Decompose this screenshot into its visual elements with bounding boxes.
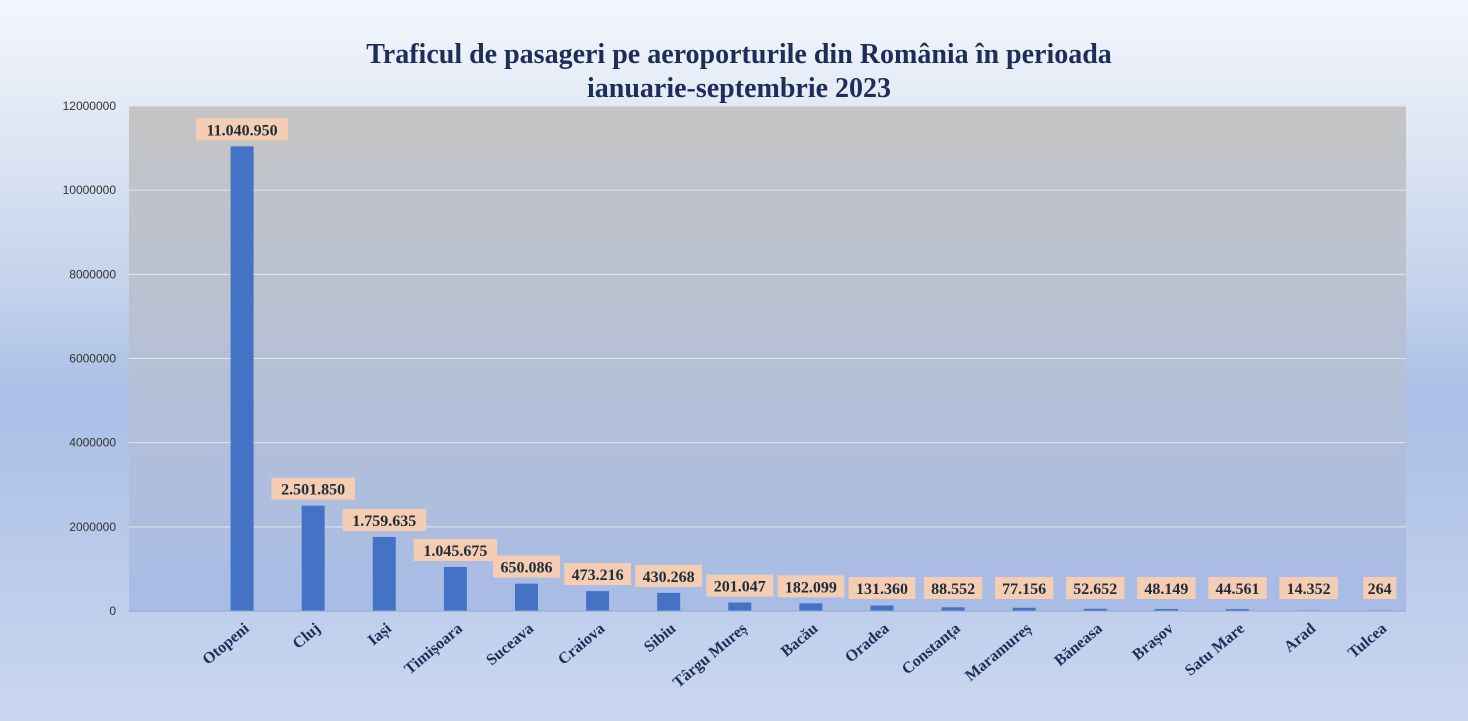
x-tick-label: Constanța (899, 620, 964, 679)
x-tick-label: Tulcea (1345, 620, 1390, 662)
data-label-bg (1137, 577, 1196, 599)
bar (1012, 607, 1036, 611)
x-tick-label: Craiova (555, 620, 608, 668)
x-tick-label: Brașov (1129, 620, 1177, 665)
data-label-bg (342, 508, 427, 531)
data-label-bg (1066, 577, 1125, 599)
data-label: 182.099 (777, 575, 845, 598)
bar (230, 146, 254, 611)
data-label-text: 52.652 (1073, 581, 1117, 598)
data-label-text: 48.149 (1144, 581, 1188, 598)
x-tick-label: Timișoara (401, 620, 466, 679)
bar (443, 566, 467, 611)
x-tick-label: Oradea (842, 620, 892, 666)
x-axis: Otopeni Cluj Iași Timișoara Suceava Craiova Si… (199, 620, 1390, 693)
data-label: 48.149 (1137, 577, 1196, 599)
y-tick-label: 0 (109, 604, 116, 618)
x-tick-label: Târgu Mureș (670, 620, 751, 692)
data-label-bg (706, 574, 774, 597)
data-label-text: 1.045.675 (423, 543, 487, 560)
gridlines (129, 105, 1406, 528)
x-tick-label: Suceava (483, 620, 537, 669)
data-label: 473.216 (564, 563, 631, 586)
bar (301, 505, 325, 611)
data-label-bg (777, 575, 845, 598)
data-label-text: 14.352 (1287, 581, 1331, 598)
data-label-bg (1208, 577, 1267, 599)
bar (1154, 608, 1178, 611)
data-label-bg (493, 555, 560, 578)
x-tick-label: Cluj (290, 620, 324, 652)
data-label-bg (923, 577, 983, 599)
data-label-text: 430.268 (643, 569, 695, 586)
data-label: 201.047 (706, 574, 774, 597)
data-label: 430.268 (635, 564, 703, 587)
data-label-text: 77.156 (1002, 581, 1046, 598)
data-label-text: 264 (1368, 581, 1392, 598)
data-label: 11.040.950 (196, 118, 289, 141)
data-label: 650.086 (493, 555, 560, 578)
x-tick-label: Maramureș (962, 620, 1035, 686)
y-tick-label: 6000000 (69, 352, 116, 366)
x-tick-label: Sibiu (641, 620, 679, 656)
data-label: 77.156 (994, 577, 1054, 599)
data-label-text: 1.759.635 (352, 513, 416, 530)
bar (799, 603, 823, 611)
data-label-text: 2.501.850 (281, 482, 345, 499)
x-tick-label: Iași (365, 620, 396, 650)
data-label: 1.759.635 (342, 508, 427, 531)
bar (941, 607, 965, 611)
chart-title-line-1: Traficul de pasageri pe aeroporturile di… (366, 39, 1112, 70)
data-label-bg (196, 118, 289, 141)
data-label-text: 182.099 (785, 579, 837, 596)
bar (728, 602, 752, 611)
data-label-text: 88.552 (931, 581, 975, 598)
data-label-text: 650.086 (500, 560, 552, 577)
data-label-bg (635, 564, 703, 587)
data-labels: 11.040.950 2.501.850 1.759.635 1.045.675 650… (196, 118, 1397, 599)
bar (1083, 608, 1107, 611)
bar (657, 592, 681, 611)
data-label-bg (1363, 577, 1397, 599)
chart-title-line-2: ianuarie-septembrie 2023 (587, 73, 891, 104)
x-tick-label: Satu Mare (1182, 620, 1248, 679)
data-label: 264 (1363, 577, 1397, 599)
data-label-text: 44.561 (1215, 581, 1259, 598)
data-label-bg (413, 538, 498, 561)
data-label: 44.561 (1208, 577, 1267, 599)
data-label: 131.360 (848, 577, 916, 599)
bar (586, 591, 610, 611)
y-tick-label: 10000000 (63, 183, 117, 197)
data-label-text: 131.360 (856, 581, 908, 598)
data-label-bg (994, 577, 1054, 599)
bar (1225, 609, 1249, 611)
y-tick-label: 12000000 (63, 99, 117, 113)
data-label: 14.352 (1279, 577, 1338, 599)
data-label: 2.501.850 (271, 477, 355, 500)
y-tick-label: 2000000 (69, 520, 116, 534)
y-tick-label: 8000000 (69, 267, 116, 281)
data-label: 88.552 (923, 577, 983, 599)
bar (870, 605, 894, 611)
data-label-bg (848, 577, 916, 599)
data-label-bg (271, 477, 355, 500)
data-label: 1.045.675 (413, 538, 498, 561)
data-label-text: 11.040.950 (207, 122, 278, 139)
y-tick-label: 4000000 (69, 436, 116, 450)
x-tick-label: Otopeni (199, 620, 253, 669)
bar (514, 583, 538, 611)
x-tick-label: Arad (1281, 620, 1319, 656)
data-label-bg (564, 563, 631, 586)
y-axis: 0 2000000 4000000 6000000 8000000 10000000 120… (63, 99, 117, 618)
bars (230, 146, 1392, 611)
bar (372, 536, 396, 611)
x-tick-label: Băneasa (1051, 620, 1106, 670)
data-label-text: 201.047 (714, 579, 766, 596)
data-label-text: 473.216 (572, 567, 624, 584)
data-label-bg (1279, 577, 1338, 599)
data-label: 52.652 (1066, 577, 1125, 599)
x-tick-label: Bacău (778, 620, 822, 661)
